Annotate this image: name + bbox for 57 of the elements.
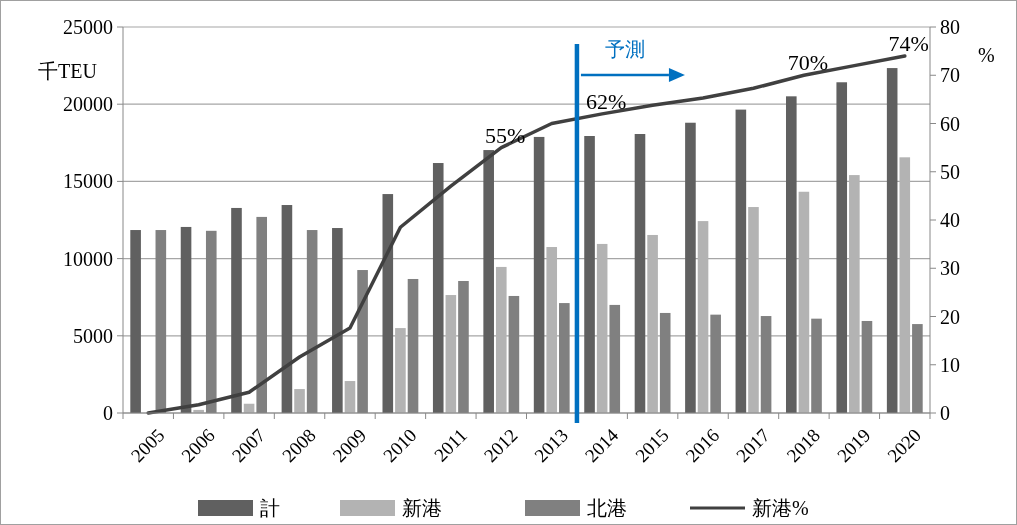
bar: [634, 134, 646, 413]
bar: [155, 230, 167, 413]
bar: [231, 207, 242, 413]
y2-tick-label: 10: [940, 353, 960, 376]
y-tick-label: 10000: [63, 247, 113, 270]
y2-tick-label: 50: [940, 160, 960, 183]
y-tick-label: 20000: [63, 93, 113, 116]
bar: [395, 328, 406, 413]
bar: [647, 234, 658, 413]
bar: [836, 82, 848, 413]
bar: [533, 136, 545, 413]
y2-axis-title: %: [978, 44, 995, 66]
bar: [546, 247, 558, 413]
bar: [495, 266, 507, 413]
bar: [483, 150, 494, 413]
bar: [785, 96, 797, 413]
bar: [130, 230, 141, 413]
bar: [697, 221, 709, 413]
y-tick-label: 15000: [63, 170, 113, 193]
annotation: 74%: [888, 30, 929, 56]
legend-label: 計: [260, 497, 280, 519]
bar: [849, 175, 860, 413]
bar: [735, 109, 747, 413]
bar: [344, 381, 356, 413]
legend-label: 新港: [402, 497, 442, 519]
annotation: 62%: [585, 88, 627, 114]
y-tick-label: 5000: [73, 324, 113, 347]
y-axis-title: 千TEU: [38, 60, 98, 82]
bar: [332, 228, 343, 413]
bar: [180, 226, 192, 413]
y2-tick-label: 60: [940, 112, 960, 135]
bar: [445, 295, 457, 413]
bar: [886, 68, 898, 413]
ref-line-label: 予測: [604, 38, 645, 60]
y2-tick-label: 80: [940, 16, 960, 38]
bar: [798, 191, 810, 413]
bar: [596, 243, 608, 413]
y-tick-label: 0: [103, 402, 113, 424]
bar: [432, 163, 444, 413]
y2-tick-label: 70: [940, 64, 960, 87]
y2-tick-label: 0: [940, 402, 950, 424]
x-tick-label: 2011: [429, 424, 472, 466]
bar: [748, 207, 759, 413]
bar: [685, 122, 696, 413]
legend-label: 北港: [587, 497, 627, 519]
annotation: 70%: [787, 50, 829, 76]
bar: [294, 389, 305, 413]
legend-label: 新港%: [752, 497, 809, 519]
bar: [382, 194, 394, 413]
y2-tick-label: 40: [940, 209, 960, 231]
bar: [584, 136, 595, 413]
bar: [899, 157, 911, 413]
bar: [281, 205, 293, 413]
y2-tick-label: 30: [940, 257, 960, 280]
y-tick-label: 25000: [63, 16, 113, 38]
annotation: 55%: [485, 122, 526, 148]
y2-tick-label: 20: [940, 305, 960, 328]
